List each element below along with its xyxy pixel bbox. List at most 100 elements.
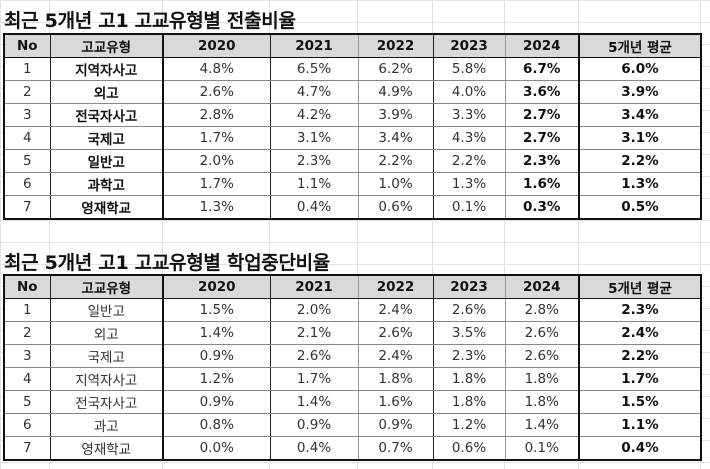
cell-school-type[interactable]: 전국자사고 [49, 390, 164, 414]
header-2022[interactable]: 2022 [357, 274, 434, 299]
cell-2021[interactable]: 2.3% [269, 149, 359, 173]
cell-2021[interactable]: 1.7% [269, 367, 359, 391]
cell-2020[interactable]: 0.9% [162, 344, 271, 368]
cell-school-type[interactable]: 국제고 [49, 126, 164, 150]
cell-no[interactable]: 7 [3, 436, 51, 461]
header-2020[interactable]: 2020 [162, 274, 271, 299]
cell-2023[interactable]: 2.6% [432, 298, 506, 322]
header-5yr-avg[interactable]: 5개년 평균 [578, 33, 702, 58]
cell-2022[interactable]: 3.4% [357, 126, 434, 150]
cell-2023[interactable]: 4.3% [432, 126, 506, 150]
cell-2023[interactable]: 2.3% [432, 344, 506, 368]
cell-2023[interactable]: 0.6% [432, 436, 506, 461]
cell-school-type[interactable]: 일반고 [49, 298, 164, 322]
cell-2020[interactable]: 0.8% [162, 413, 271, 437]
cell-2024[interactable]: 2.6% [504, 321, 580, 345]
header-2023[interactable]: 2023 [432, 33, 506, 58]
cell-no[interactable]: 7 [3, 195, 51, 220]
cell-5yr-avg[interactable]: 0.4% [578, 436, 702, 461]
cell-2023[interactable]: 1.8% [432, 367, 506, 391]
cell-no[interactable]: 4 [3, 367, 51, 391]
cell-2021[interactable]: 4.2% [269, 103, 359, 127]
cell-2021[interactable]: 6.5% [269, 57, 359, 81]
cell-school-type[interactable]: 전국자사고 [49, 103, 164, 127]
cell-2021[interactable]: 1.4% [269, 390, 359, 414]
cell-5yr-avg[interactable]: 0.5% [578, 195, 702, 220]
cell-2023[interactable]: 2.2% [432, 149, 506, 173]
cell-2024[interactable]: 2.8% [504, 298, 580, 322]
cell-school-type[interactable]: 과고 [49, 413, 164, 437]
cell-2020[interactable]: 0.9% [162, 390, 271, 414]
header-2024[interactable]: 2024 [504, 274, 580, 299]
cell-school-type[interactable]: 과학고 [49, 172, 164, 196]
cell-2024[interactable]: 3.6% [504, 80, 580, 104]
cell-2022[interactable]: 0.7% [357, 436, 434, 461]
cell-2020[interactable]: 1.7% [162, 126, 271, 150]
cell-2022[interactable]: 2.4% [357, 298, 434, 322]
cell-2022[interactable]: 1.8% [357, 367, 434, 391]
cell-no[interactable]: 2 [3, 80, 51, 104]
cell-2022[interactable]: 4.9% [357, 80, 434, 104]
cell-2024[interactable]: 2.3% [504, 149, 580, 173]
cell-2022[interactable]: 6.2% [357, 57, 434, 81]
cell-2021[interactable]: 2.1% [269, 321, 359, 345]
cell-2022[interactable]: 3.9% [357, 103, 434, 127]
cell-2020[interactable]: 4.8% [162, 57, 271, 81]
cell-2021[interactable]: 0.9% [269, 413, 359, 437]
header-2021[interactable]: 2021 [269, 274, 359, 299]
cell-2024[interactable]: 2.7% [504, 126, 580, 150]
cell-5yr-avg[interactable]: 6.0% [578, 57, 702, 81]
cell-2021[interactable]: 2.0% [269, 298, 359, 322]
cell-no[interactable]: 2 [3, 321, 51, 345]
cell-2023[interactable]: 3.5% [432, 321, 506, 345]
cell-2021[interactable]: 0.4% [269, 436, 359, 461]
cell-2020[interactable]: 0.0% [162, 436, 271, 461]
cell-no[interactable]: 1 [3, 57, 51, 81]
cell-2022[interactable]: 0.9% [357, 413, 434, 437]
header-2020[interactable]: 2020 [162, 33, 271, 58]
cell-no[interactable]: 1 [3, 298, 51, 322]
cell-2024[interactable]: 6.7% [504, 57, 580, 81]
cell-school-type[interactable]: 국제고 [49, 344, 164, 368]
cell-2021[interactable]: 1.1% [269, 172, 359, 196]
cell-2020[interactable]: 2.0% [162, 149, 271, 173]
cell-5yr-avg[interactable]: 1.5% [578, 390, 702, 414]
cell-2024[interactable]: 1.8% [504, 367, 580, 391]
cell-5yr-avg[interactable]: 2.3% [578, 298, 702, 322]
cell-2023[interactable]: 3.3% [432, 103, 506, 127]
cell-2021[interactable]: 3.1% [269, 126, 359, 150]
cell-no[interactable]: 3 [3, 103, 51, 127]
cell-no[interactable]: 6 [3, 172, 51, 196]
cell-no[interactable]: 5 [3, 149, 51, 173]
cell-5yr-avg[interactable]: 3.1% [578, 126, 702, 150]
header-2023[interactable]: 2023 [432, 274, 506, 299]
cell-2023[interactable]: 1.2% [432, 413, 506, 437]
cell-no[interactable]: 5 [3, 390, 51, 414]
header-school-type[interactable]: 고교유형 [49, 33, 164, 58]
cell-2024[interactable]: 1.6% [504, 172, 580, 196]
cell-2021[interactable]: 2.6% [269, 344, 359, 368]
cell-2020[interactable]: 1.3% [162, 195, 271, 220]
cell-2020[interactable]: 1.7% [162, 172, 271, 196]
cell-2023[interactable]: 4.0% [432, 80, 506, 104]
cell-2022[interactable]: 0.6% [357, 195, 434, 220]
cell-5yr-avg[interactable]: 1.3% [578, 172, 702, 196]
cell-5yr-avg[interactable]: 1.7% [578, 367, 702, 391]
cell-2023[interactable]: 5.8% [432, 57, 506, 81]
cell-5yr-avg[interactable]: 2.2% [578, 344, 702, 368]
cell-2021[interactable]: 4.7% [269, 80, 359, 104]
cell-2023[interactable]: 0.1% [432, 195, 506, 220]
header-school-type[interactable]: 고교유형 [49, 274, 164, 299]
cell-2024[interactable]: 1.4% [504, 413, 580, 437]
cell-2020[interactable]: 1.4% [162, 321, 271, 345]
cell-5yr-avg[interactable]: 2.4% [578, 321, 702, 345]
header-2022[interactable]: 2022 [357, 33, 434, 58]
cell-no[interactable]: 4 [3, 126, 51, 150]
cell-2022[interactable]: 2.6% [357, 321, 434, 345]
header-no[interactable]: No [3, 274, 51, 299]
cell-school-type[interactable]: 지역자사고 [49, 57, 164, 81]
header-2021[interactable]: 2021 [269, 33, 359, 58]
cell-2024[interactable]: 2.6% [504, 344, 580, 368]
cell-2021[interactable]: 0.4% [269, 195, 359, 220]
cell-2022[interactable]: 1.0% [357, 172, 434, 196]
